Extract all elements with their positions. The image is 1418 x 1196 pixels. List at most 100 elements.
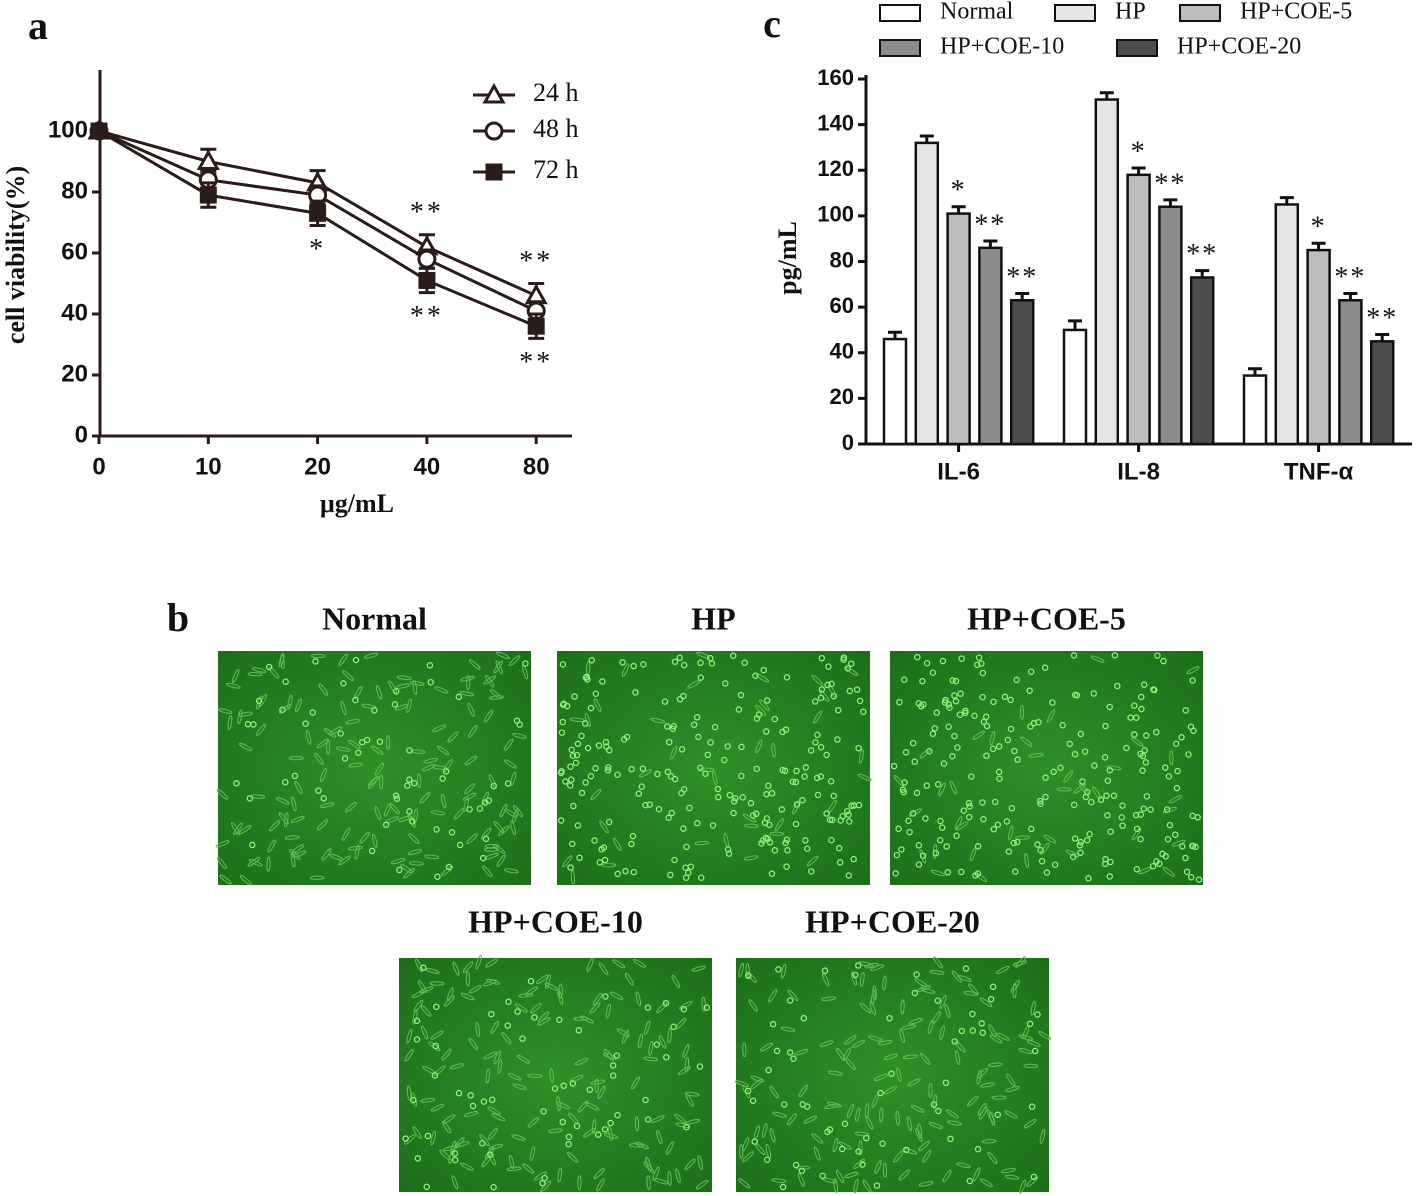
cell <box>680 825 687 832</box>
cell <box>430 1103 445 1112</box>
cell <box>745 963 750 979</box>
cell <box>1039 842 1050 855</box>
cell <box>747 799 755 807</box>
cell <box>372 833 378 849</box>
cell <box>955 821 969 831</box>
cell <box>596 859 604 866</box>
cell <box>392 688 400 695</box>
cell <box>581 720 589 727</box>
cell <box>778 806 786 813</box>
cell <box>851 1039 866 1048</box>
cell <box>962 709 969 717</box>
image-label: HP+COE-10 <box>468 903 643 939</box>
cell <box>893 775 905 787</box>
cell <box>1027 668 1035 675</box>
cell <box>1001 693 1009 701</box>
cell <box>1133 865 1141 873</box>
cell <box>732 795 739 802</box>
cell <box>463 797 470 812</box>
y-tick-label: 160 <box>817 65 854 90</box>
cell <box>1035 718 1042 726</box>
micrograph-background <box>736 958 1049 1192</box>
cell <box>371 707 378 714</box>
micrograph <box>734 956 1052 1194</box>
cell <box>464 755 478 766</box>
cell <box>485 978 501 985</box>
cell <box>859 1002 872 1014</box>
cell <box>773 1047 781 1055</box>
image-label: HP <box>691 600 735 636</box>
cell <box>987 995 995 1003</box>
cell <box>247 672 263 677</box>
cell <box>987 1151 998 1165</box>
cell <box>979 1178 993 1188</box>
cell <box>1097 796 1105 804</box>
cell <box>1174 767 1181 775</box>
cell <box>859 1161 866 1168</box>
y-tick-label: 120 <box>817 156 854 181</box>
cell <box>441 865 454 876</box>
cell <box>1073 783 1086 794</box>
cell <box>654 770 661 778</box>
bar <box>1306 248 1331 446</box>
cell <box>827 1070 843 1076</box>
cell <box>1187 873 1195 881</box>
cell <box>621 1029 629 1044</box>
cell <box>988 1062 1003 1067</box>
cell <box>266 856 271 872</box>
cell <box>877 1040 893 1046</box>
cell <box>862 1179 872 1193</box>
cell <box>847 1103 855 1118</box>
cell <box>609 991 624 1000</box>
cell <box>680 692 687 700</box>
cell <box>576 854 583 862</box>
cell <box>284 835 300 840</box>
cell <box>1088 798 1095 806</box>
cell <box>762 834 770 842</box>
cell <box>358 738 366 746</box>
cell <box>426 662 434 669</box>
cell <box>947 1120 962 1126</box>
cell <box>504 759 517 769</box>
cell <box>946 704 953 711</box>
cell <box>1102 722 1109 730</box>
cell <box>874 1073 889 1081</box>
cell <box>601 863 617 868</box>
cell <box>818 654 826 662</box>
cell <box>1083 836 1091 844</box>
cell <box>990 698 997 706</box>
cell <box>989 983 997 991</box>
cell <box>268 666 280 679</box>
cell <box>833 1178 839 1194</box>
cell <box>976 1069 982 1085</box>
cell <box>667 1028 672 1044</box>
cell <box>965 799 973 807</box>
cell <box>580 1015 594 1024</box>
cell <box>893 851 901 859</box>
cell <box>874 1160 882 1175</box>
cell <box>291 772 299 780</box>
cell <box>497 1058 503 1074</box>
cell <box>853 1178 859 1194</box>
cell <box>352 656 360 664</box>
cell <box>637 1033 643 1049</box>
cell <box>1137 750 1144 758</box>
cell <box>431 1072 439 1079</box>
cell <box>786 1049 794 1056</box>
cell <box>858 748 864 764</box>
cell <box>216 789 229 800</box>
cell <box>412 1009 418 1025</box>
cell <box>1086 830 1093 838</box>
cell <box>929 730 937 738</box>
cell <box>514 1008 521 1015</box>
cell <box>439 1149 451 1161</box>
cell <box>630 662 637 670</box>
cell <box>568 746 575 754</box>
cell <box>320 795 327 802</box>
significance: ** <box>1006 262 1038 293</box>
cell <box>556 1096 561 1111</box>
cell <box>1031 1047 1039 1055</box>
cell <box>455 693 463 701</box>
cell <box>1036 797 1044 805</box>
